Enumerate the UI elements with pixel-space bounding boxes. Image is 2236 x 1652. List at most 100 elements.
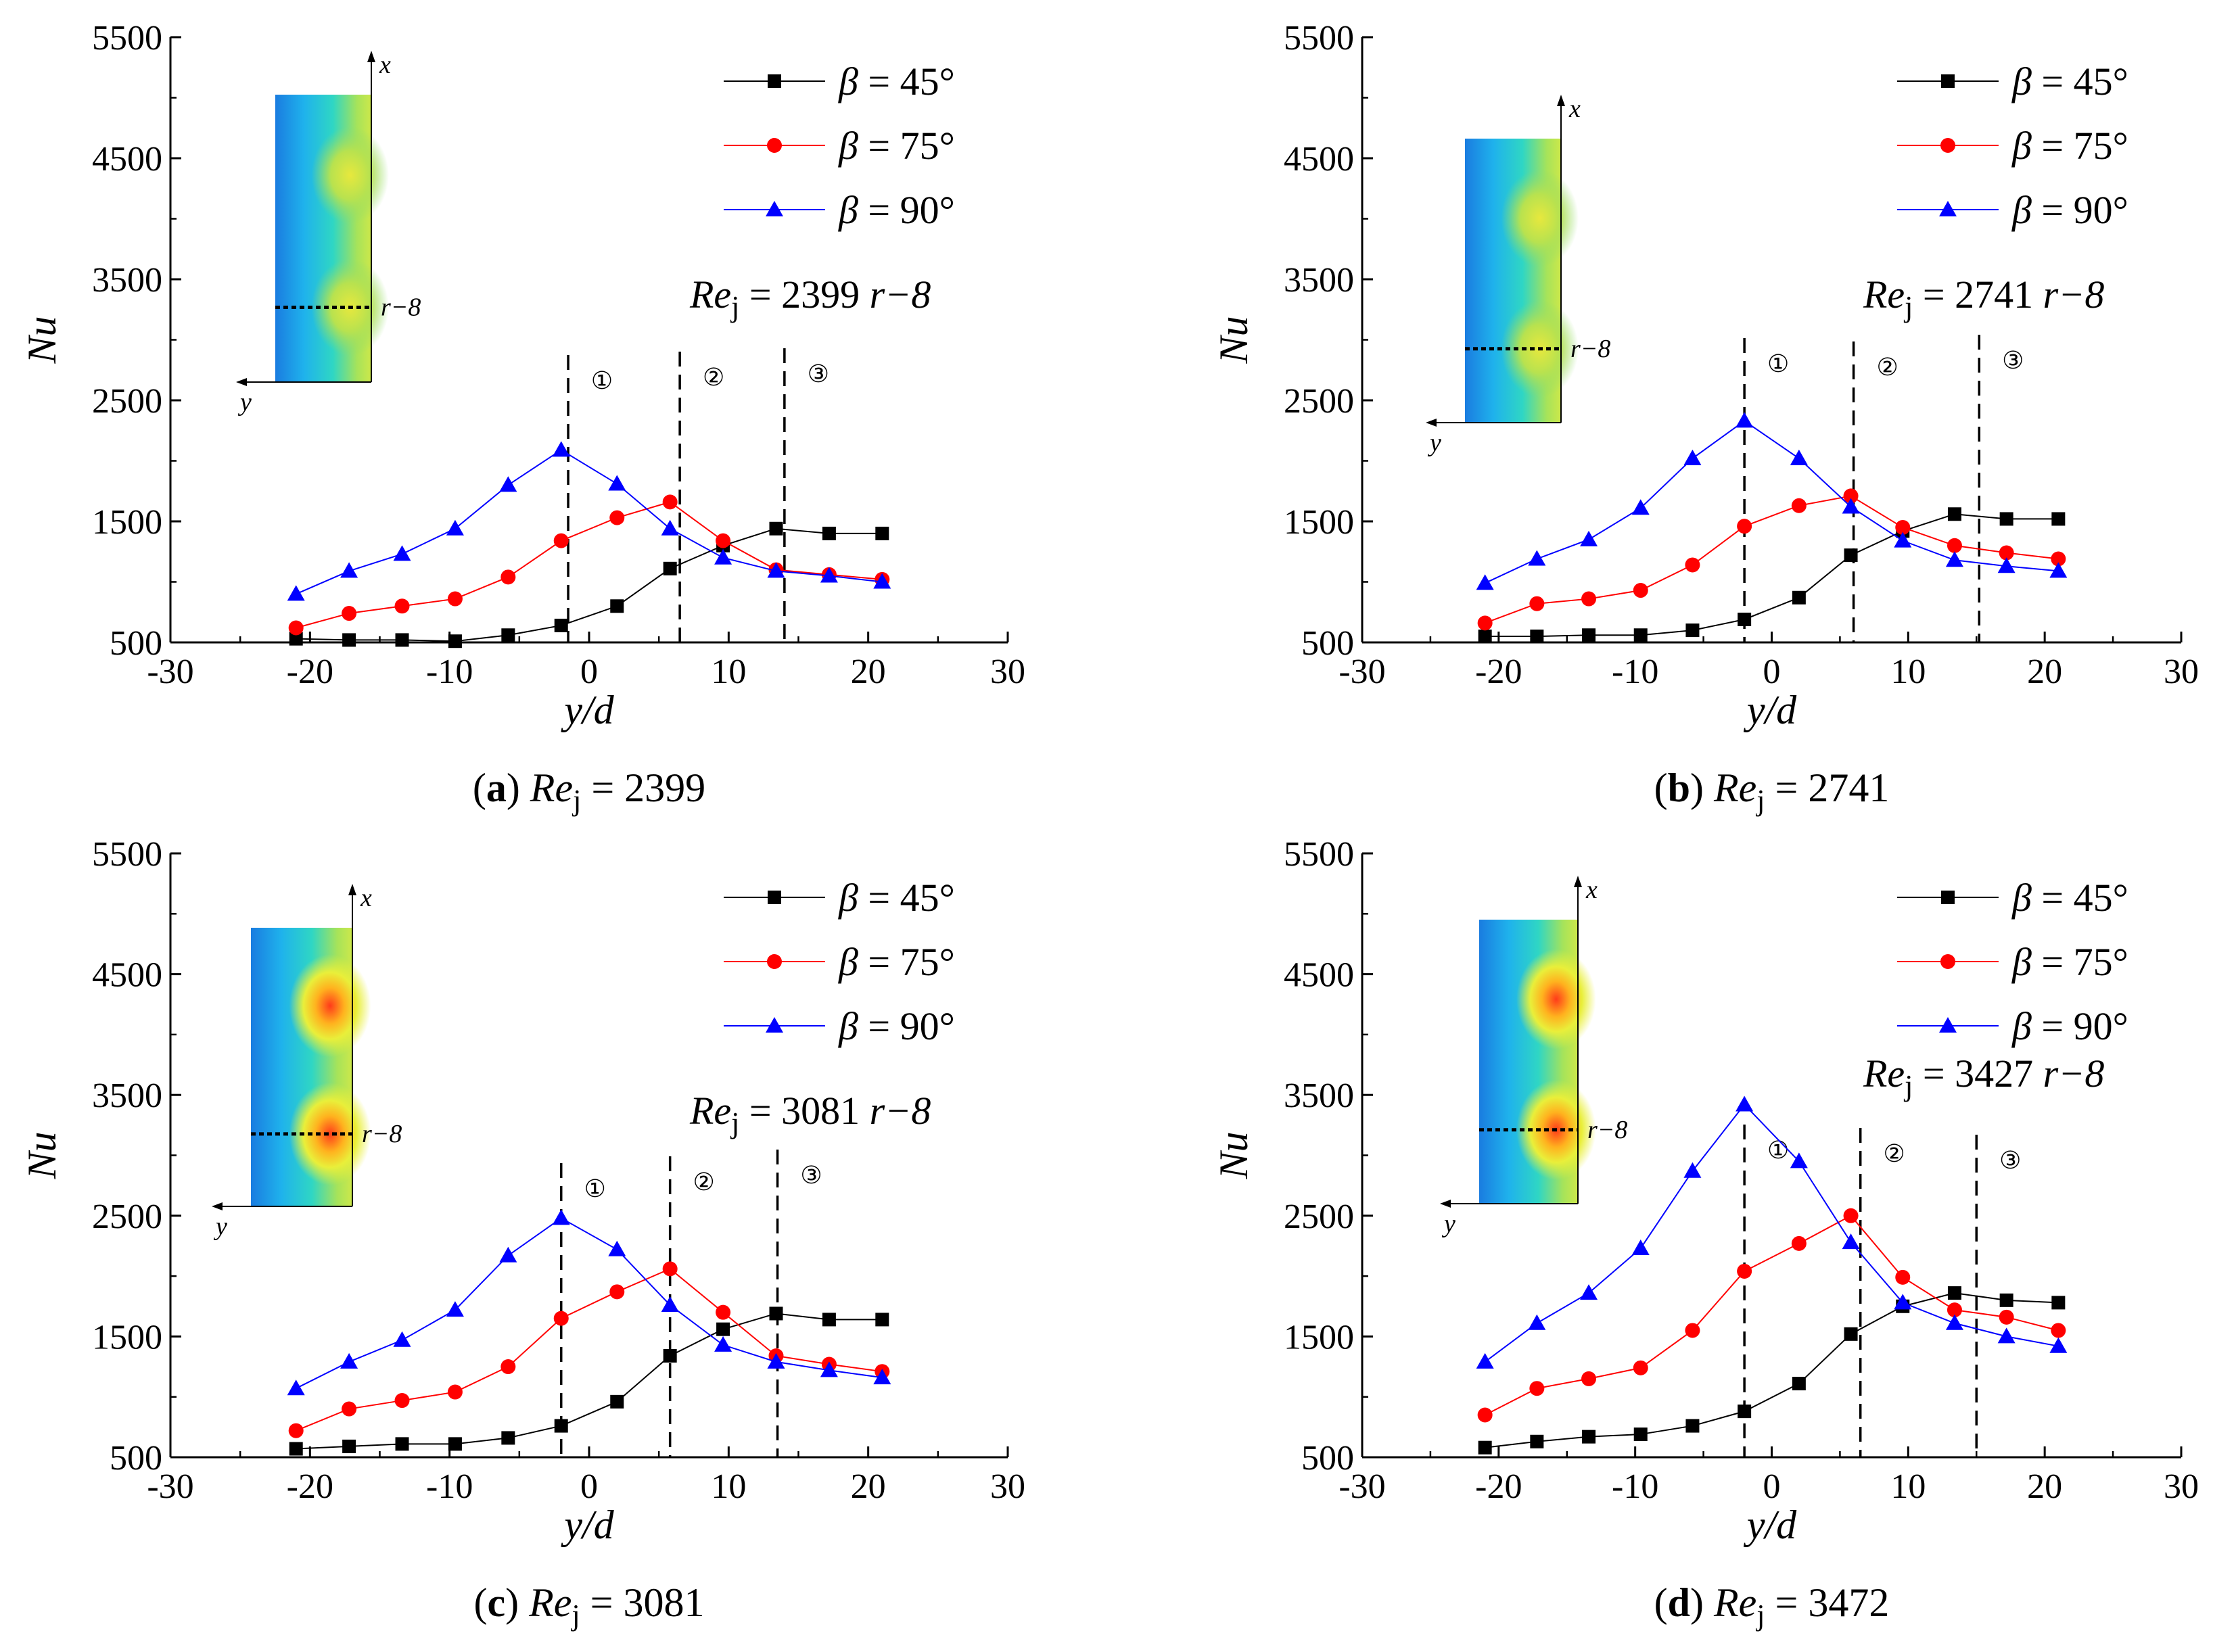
data-point: [875, 526, 889, 540]
x-tick-label: 20: [2027, 653, 2062, 691]
series-line-beta-90: [1485, 1103, 2059, 1363]
data-point: [289, 1442, 303, 1456]
x-tick-label: 30: [2164, 1467, 2199, 1506]
legend-label: β = 75°: [2011, 940, 2128, 984]
y-tick-label: 5500: [1284, 835, 1354, 874]
data-point: [1843, 1208, 1859, 1223]
y-tick-label: 5500: [92, 835, 162, 874]
data-point: [1947, 1286, 1961, 1300]
y-tick-label: 1500: [92, 503, 162, 542]
arrow-up-icon: [367, 51, 375, 62]
data-point: [2051, 1296, 2066, 1310]
re-annotation: Rej = 2741 r−8: [1863, 273, 2104, 323]
data-point: [1842, 498, 1860, 514]
data-point: [1633, 628, 1648, 642]
data-point: [1633, 1427, 1648, 1442]
y-axis-label: Nu: [20, 316, 64, 364]
data-point: [1792, 590, 1806, 605]
x-tick-label: 30: [2164, 653, 2199, 691]
legend-entry: β = 45°: [1897, 60, 2128, 103]
legend-label: β = 45°: [838, 60, 955, 103]
data-point: [608, 475, 626, 491]
region-label: ①: [584, 1175, 606, 1203]
data-point: [609, 510, 625, 525]
x-tick-label: 0: [580, 653, 598, 691]
legend-label: β = 90°: [838, 188, 955, 232]
region-label: ③: [800, 1162, 822, 1189]
data-point: [1947, 538, 1962, 553]
data-point: [661, 519, 679, 536]
data-point: [288, 1423, 304, 1438]
data-point: [663, 561, 677, 575]
data-point: [2051, 551, 2066, 567]
x-tick-label: -30: [1338, 653, 1385, 691]
data-point: [1999, 1293, 2013, 1307]
data-point: [1792, 1377, 1806, 1391]
legend-entry: β = 45°: [1897, 876, 2128, 920]
legend-entry: β = 75°: [724, 940, 955, 984]
data-point: [1581, 591, 1597, 607]
data-point: [552, 441, 570, 457]
data-point: [1631, 1240, 1650, 1256]
data-point: [395, 633, 409, 647]
y-tick-label: 5500: [1284, 19, 1354, 57]
x-tick-label: -30: [147, 1467, 193, 1506]
data-point: [716, 533, 731, 548]
data-point: [1945, 1314, 1963, 1330]
y-tick-label: 500: [110, 1439, 162, 1478]
arrow-left-icon: [1440, 1200, 1451, 1208]
data-point: [1476, 1352, 1494, 1369]
legend-marker: [1940, 138, 1955, 153]
x-tick-label: 0: [1763, 653, 1781, 691]
inset-heatmap: x y r−8: [1426, 95, 1610, 457]
y-tick-label: 500: [1301, 624, 1354, 663]
data-point: [1844, 548, 1858, 563]
inset-heatmap: x y r−8: [236, 51, 421, 417]
inset-y-label: y: [1427, 429, 1441, 457]
heatmap-hotspot: [289, 954, 371, 1058]
x-tick-label: 30: [990, 1467, 1025, 1506]
data-point: [1476, 574, 1494, 590]
data-point: [2051, 512, 2066, 526]
data-point: [1477, 1407, 1493, 1423]
x-tick-label: -20: [1475, 653, 1522, 691]
inset-heatmap: x y r−8: [1440, 876, 1627, 1238]
y-tick-label: 1500: [1284, 503, 1354, 542]
series-line-beta-90: [296, 449, 883, 595]
data-point: [1791, 498, 1807, 513]
legend-entry: β = 45°: [724, 876, 955, 920]
panel-caption: (b) Rej = 2741: [1654, 765, 1890, 817]
data-point: [554, 1419, 568, 1433]
y-tick-label: 1500: [92, 1318, 162, 1356]
region-label: ②: [1884, 1140, 1905, 1168]
legend-marker: [768, 74, 781, 88]
legend-marker: [766, 1017, 783, 1033]
data-point: [1529, 596, 1545, 611]
data-point: [1582, 628, 1596, 642]
inset-x-label: x: [1585, 876, 1598, 904]
data-point: [287, 585, 305, 601]
data-point: [1633, 1360, 1648, 1375]
inset-x-label: x: [360, 884, 372, 912]
chart-panel-3: 500 1500 2500 3500 4500 5500 -30 -20 -10 0 10 20 30 y…: [20, 835, 1025, 1632]
legend-entry: β = 75°: [1897, 124, 2128, 168]
x-axis-label: y/d: [560, 1503, 614, 1547]
y-tick-label: 5500: [92, 19, 162, 57]
chart-panel-1: 500 1500 2500 3500 4500 5500 -30 -20 -10 0 10 20 30 y…: [20, 19, 1025, 817]
region-label: ②: [693, 1169, 715, 1196]
data-point: [499, 1246, 517, 1262]
series-line-beta-45: [1485, 513, 2059, 638]
data-point: [394, 598, 410, 614]
y-tick-label: 2500: [1284, 1198, 1354, 1236]
x-tick-label: -10: [1612, 1467, 1658, 1506]
re-annotation: Rej = 3427 r−8: [1863, 1052, 2104, 1102]
data-point: [340, 562, 358, 578]
legend-entry: β = 90°: [1897, 188, 2128, 232]
y-tick-label: 500: [1301, 1439, 1354, 1478]
series-line-beta-45: [296, 1313, 883, 1450]
series-line-beta-45: [296, 527, 883, 642]
data-point: [1685, 1419, 1700, 1433]
data-point: [1738, 612, 1752, 626]
inset-section-label: r−8: [1587, 1116, 1627, 1144]
